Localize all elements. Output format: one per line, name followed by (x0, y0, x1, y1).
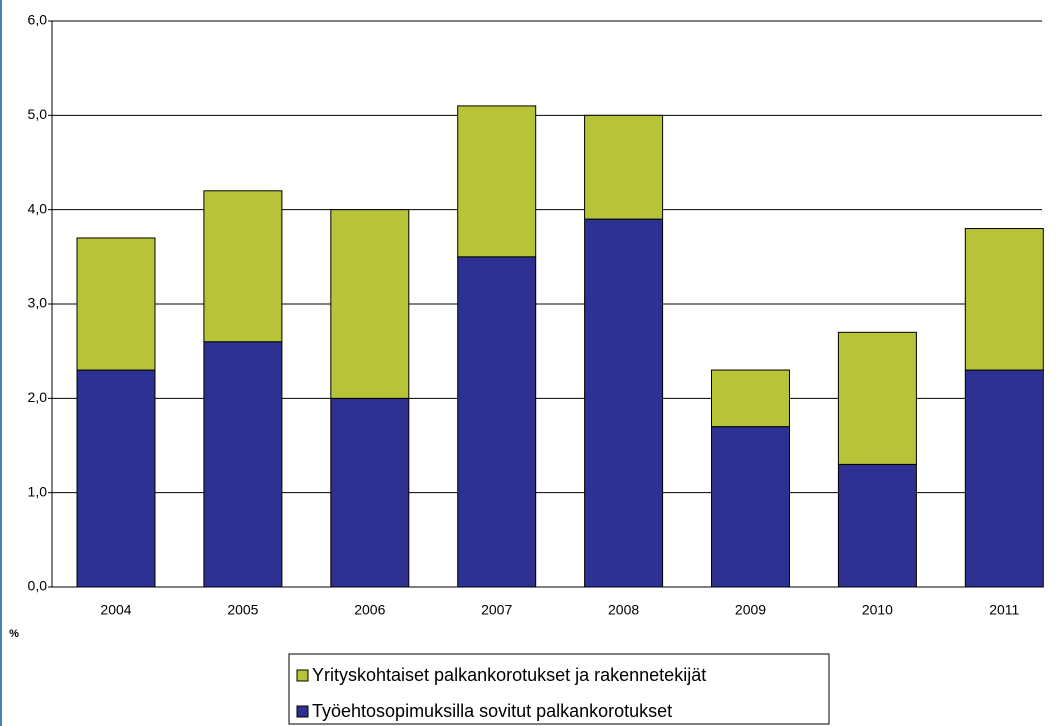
bar-segment (584, 114, 664, 220)
bar-segment (76, 237, 156, 371)
x-tick-label: 2009 (735, 602, 766, 618)
bar-segment (837, 463, 917, 588)
bar-segment (711, 426, 790, 588)
legend-box (288, 653, 830, 725)
bar-segment (837, 331, 917, 465)
bar-segment (584, 218, 664, 588)
bar-segment (964, 228, 1044, 371)
legend-swatch (296, 705, 309, 718)
x-tick-label: 2007 (481, 602, 512, 618)
x-tick-label: 2005 (227, 602, 258, 618)
y-tick-label: 6,0 (28, 12, 48, 28)
bar-segment (711, 369, 790, 428)
y-tick-label: 3,0 (28, 295, 48, 311)
y-tick-label: 1,0 (28, 483, 48, 499)
bar-segment (964, 369, 1044, 588)
legend-label: Yrityskohtaiset palkankorotukset ja rake… (312, 665, 706, 685)
x-tick-label: 2006 (354, 602, 385, 618)
x-tick-label: 2011 (989, 602, 1019, 618)
y-tick-label: 2,0 (28, 389, 48, 405)
bar-segment (457, 256, 537, 588)
bar-segment (330, 397, 410, 588)
x-tick-label: 2004 (100, 602, 131, 618)
bar-segment (203, 341, 283, 588)
legend-label: Työehtosopimuksilla sovitut palkankorotu… (312, 701, 672, 721)
bar-segment (76, 369, 156, 588)
bar-segment (203, 190, 283, 343)
y-tick-label: 0,0 (28, 578, 48, 594)
y-tick-label: 5,0 (28, 106, 48, 122)
y-tick-label: 4,0 (28, 200, 48, 216)
x-tick-label: 2010 (862, 602, 893, 618)
legend-swatch (296, 669, 309, 682)
bar-segment (457, 105, 537, 258)
x-tick-label: 2008 (608, 602, 639, 618)
bar-segment (330, 209, 410, 399)
y-axis-label: % (9, 628, 19, 640)
